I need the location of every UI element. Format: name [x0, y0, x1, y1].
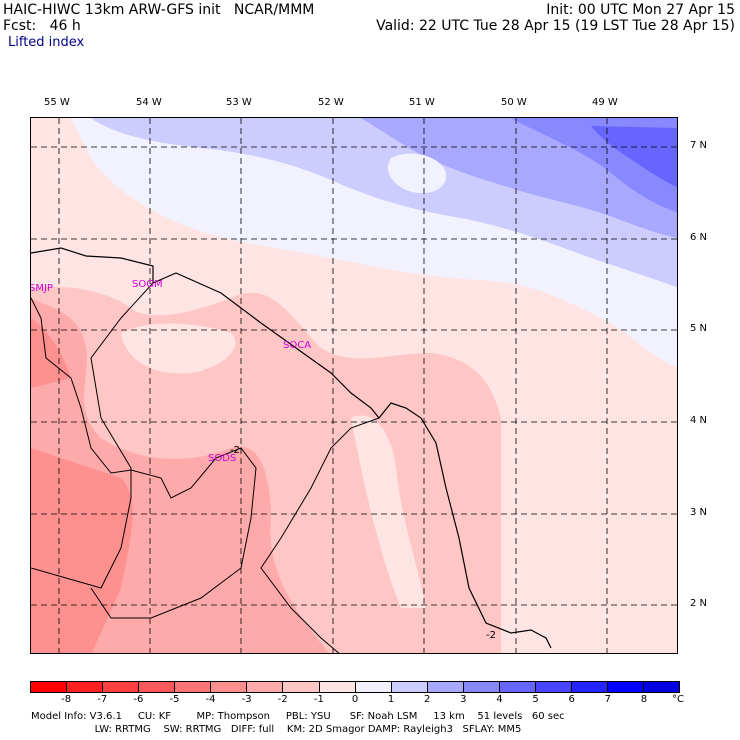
lat-tick-2n: 2 N: [690, 598, 708, 609]
colorbar-label: 6: [568, 694, 575, 705]
colorbar-label: 2: [424, 694, 431, 705]
contour-label-1: -2: [230, 445, 240, 456]
colorbar-label: -6: [133, 694, 144, 705]
station-soca: SOCA: [283, 340, 312, 351]
colorbar-segment: [535, 682, 572, 692]
init-time: Init: 00 UTC Mon 27 Apr 15: [546, 2, 735, 18]
model-title: HAIC-HIWC 13km ARW-GFS init NCAR/MMM: [3, 2, 315, 18]
lon-tick-53w: 53 W: [226, 97, 252, 108]
colorbar-segment: [211, 682, 248, 692]
colorbar-label: 8: [640, 694, 648, 705]
station-smjp: SMJP: [30, 283, 53, 294]
lat-tick-7n: 7 N: [690, 140, 708, 151]
colorbar-label: 4: [496, 694, 503, 705]
forecast-hour: Fcst: 46 h: [3, 18, 81, 34]
model-info-line1: Model Info: V3.6.1 CU: KF MP: Thompson P…: [31, 711, 565, 722]
colorbar-label: 0: [351, 694, 359, 705]
fill-white-patch: [387, 153, 447, 194]
lon-tick-51w: 51 W: [409, 97, 435, 108]
colorbar-segment: [139, 682, 176, 692]
border-suriname-interior: [31, 297, 257, 619]
colorbar-label: 1: [387, 694, 395, 705]
colorbar-segment: [103, 682, 140, 692]
lon-tick-54w: 54 W: [136, 97, 162, 108]
lon-tick-52w: 52 W: [318, 97, 344, 108]
lon-tick-55w: 55 W: [44, 97, 70, 108]
border-guyana-suriname: [31, 282, 154, 589]
colorbar-label: -7: [97, 694, 108, 705]
map-canvas: [31, 118, 677, 653]
contour-label-2: -2: [486, 630, 496, 641]
colorbar-segment: [31, 682, 68, 692]
colorbar-segment: [319, 682, 356, 692]
station-sogm: SOGM: [132, 279, 163, 290]
colorbar-label: -1: [313, 694, 324, 705]
graticule: [31, 118, 677, 653]
lat-tick-4n: 4 N: [690, 415, 708, 426]
colorbar-segment: [283, 682, 320, 692]
border-french-guiana: [260, 417, 380, 653]
colorbar-segment: [175, 682, 212, 692]
lon-tick-49w: 49 W: [592, 97, 618, 108]
colorbar-segment: [571, 682, 608, 692]
colorbar-label: 3: [460, 694, 467, 705]
colorbar-segment: [463, 682, 500, 692]
colorbar-label: 7: [604, 694, 611, 705]
colorbar-segment: [499, 682, 536, 692]
colorbar-segment: [608, 682, 645, 692]
colorbar-segment: [67, 682, 104, 692]
lifted-index-map: SMJP SOGM SOCA SODS -2 -2: [30, 117, 678, 654]
colorbar-segment: [355, 682, 392, 692]
colorbar: [30, 681, 680, 693]
lon-tick-50w: 50 W: [501, 97, 527, 108]
colorbar-unit: °C: [672, 694, 684, 705]
colorbar-label: -8: [61, 694, 72, 705]
colorbar-label: -4: [205, 694, 216, 705]
coastline: [31, 247, 552, 649]
colorbar-segment: [391, 682, 428, 692]
station-sods: SODS: [208, 453, 237, 464]
colorbar-label: -2: [277, 694, 288, 705]
fill-red-4: [31, 448, 133, 653]
colorbar-label: 5: [532, 694, 539, 705]
colorbar-label: -5: [169, 694, 180, 705]
colorbar-segment: [247, 682, 284, 692]
fill-pale-strip: [351, 415, 426, 608]
colorbar-segment: [427, 682, 464, 692]
valid-time: Valid: 22 UTC Tue 28 Apr 15 (19 LST Tue …: [376, 18, 735, 34]
colorbar-segment: [644, 682, 680, 692]
field-name: Lifted index: [8, 35, 85, 50]
lat-tick-5n: 5 N: [690, 323, 708, 334]
colorbar-label: -3: [241, 694, 252, 705]
model-info-line2: LW: RRTMG SW: RRTMG DIFF: full KM: 2D Sm…: [31, 724, 522, 735]
lat-tick-3n: 3 N: [690, 507, 708, 518]
lat-tick-6n: 6 N: [690, 232, 708, 243]
fill-blue-4: [591, 126, 677, 188]
